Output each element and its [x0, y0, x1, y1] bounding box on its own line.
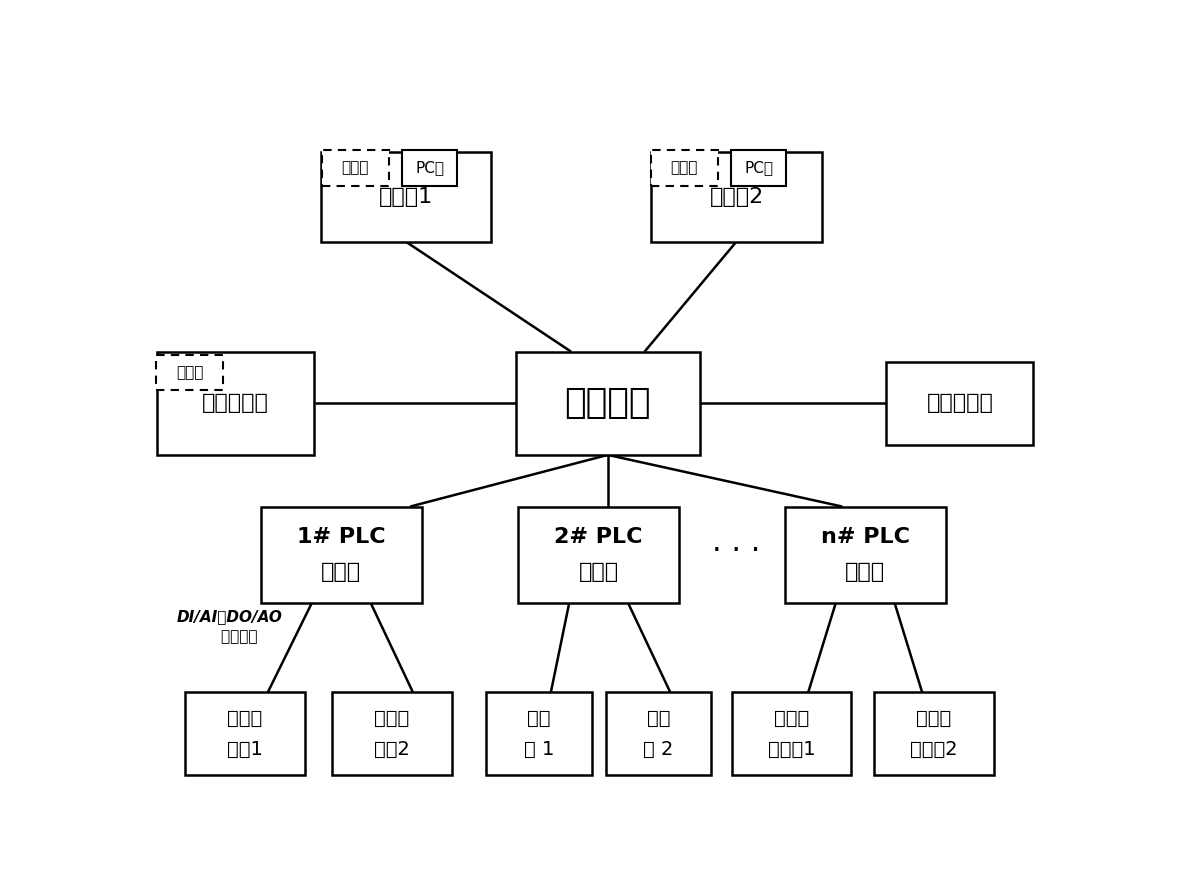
Bar	[332, 692, 452, 775]
Bar	[402, 150, 457, 186]
Bar	[732, 692, 852, 775]
Bar	[486, 692, 592, 775]
Text: 控制站: 控制站	[579, 562, 619, 582]
Bar	[158, 351, 313, 455]
Text: 电磁流: 电磁流	[228, 709, 262, 728]
Bar	[651, 152, 822, 241]
Bar	[320, 152, 491, 241]
Text: DI/AI，DO/AO
    现场总线: DI/AI，DO/AO 现场总线	[177, 610, 282, 645]
Text: 2# PLC: 2# PLC	[554, 527, 643, 547]
Text: 热电: 热电	[527, 709, 550, 728]
Text: 偶 2: 偶 2	[643, 739, 674, 759]
Bar	[785, 507, 945, 603]
Bar	[516, 351, 700, 455]
Text: 工程师: 工程师	[670, 160, 697, 175]
Bar	[731, 150, 786, 186]
Text: 波纹管: 波纹管	[917, 709, 951, 728]
Text: 控制站: 控制站	[321, 562, 362, 582]
Bar	[321, 150, 389, 186]
Text: 控制站: 控制站	[846, 562, 885, 582]
Text: 工程师: 工程师	[342, 160, 369, 175]
Text: 数据库: 数据库	[176, 365, 203, 380]
Bar	[518, 507, 680, 603]
Text: 量计1: 量计1	[227, 739, 262, 759]
Text: 热电: 热电	[646, 709, 670, 728]
Text: PC机: PC机	[744, 160, 773, 175]
Text: 操作站1: 操作站1	[378, 187, 433, 207]
Text: 1# PLC: 1# PLC	[296, 527, 385, 547]
Text: 中央控制室: 中央控制室	[926, 393, 994, 413]
Text: PC机: PC机	[415, 160, 444, 175]
Bar	[886, 362, 1033, 444]
Text: 量计2: 量计2	[374, 739, 409, 759]
Text: 压力计2: 压力计2	[911, 739, 958, 759]
Bar	[874, 692, 994, 775]
Text: 操作站2: 操作站2	[709, 187, 764, 207]
Bar	[157, 355, 223, 390]
Text: 偶 1: 偶 1	[524, 739, 554, 759]
Bar	[261, 507, 422, 603]
Text: 服务管理器: 服务管理器	[202, 393, 269, 413]
Text: 电磁流: 电磁流	[375, 709, 409, 728]
Text: · · ·: · · ·	[713, 536, 760, 566]
Text: 压力计1: 压力计1	[767, 739, 816, 759]
Bar	[185, 692, 305, 775]
Bar	[651, 150, 718, 186]
Text: n# PLC: n# PLC	[821, 527, 910, 547]
Text: 波纹管: 波纹管	[774, 709, 809, 728]
Text: 通信网络: 通信网络	[565, 386, 651, 420]
Bar	[606, 692, 712, 775]
